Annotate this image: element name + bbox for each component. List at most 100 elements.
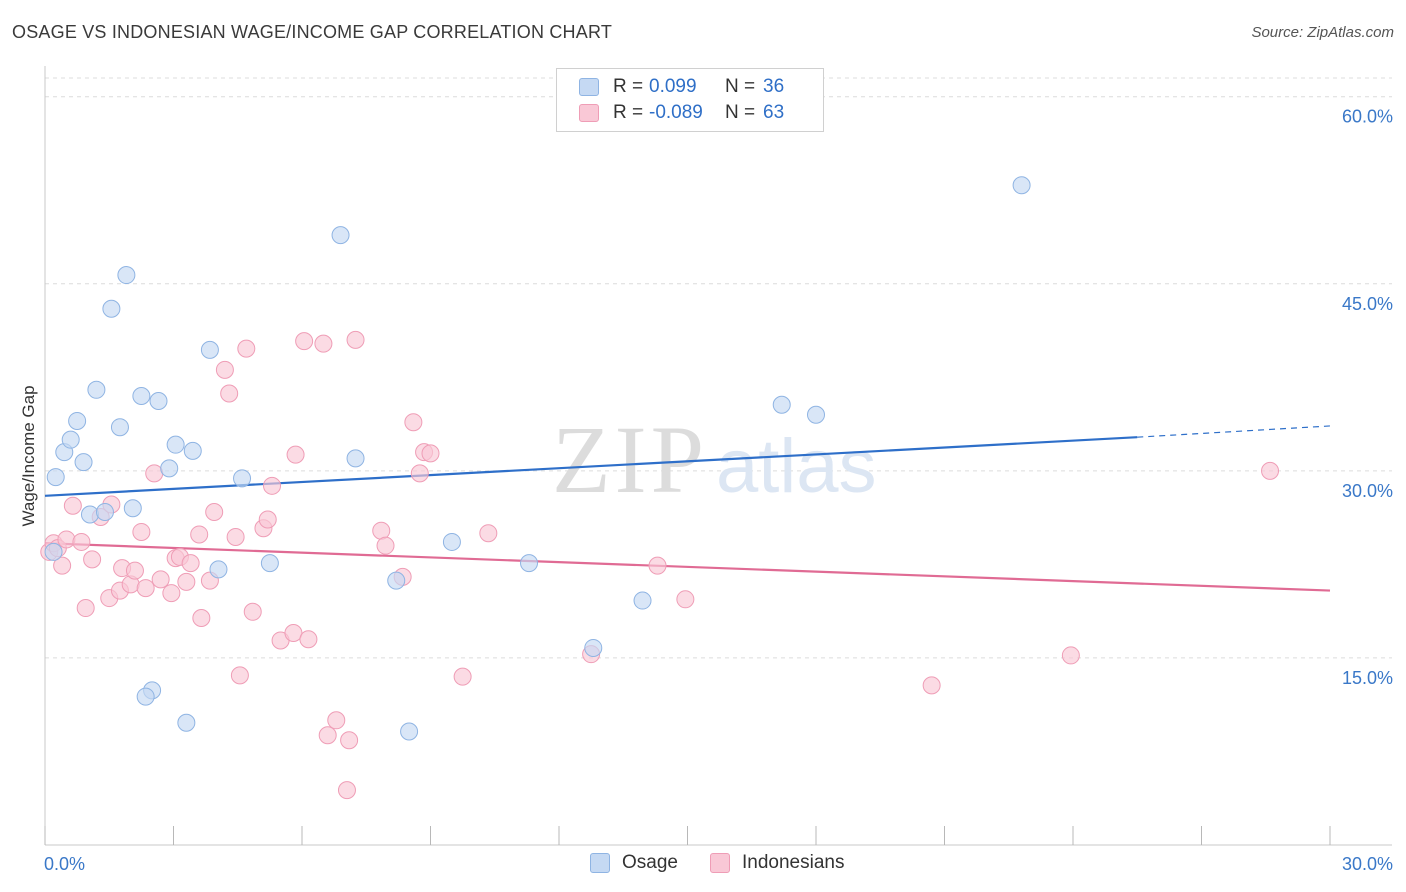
- indonesians-point: [190, 525, 209, 544]
- n-value: 36: [763, 76, 785, 97]
- osage-point: [346, 449, 365, 468]
- indonesians-point: [57, 530, 76, 549]
- trend-lines: [44, 425, 1331, 592]
- osage-point: [102, 299, 121, 318]
- indonesians-point: [372, 521, 391, 540]
- osage-point: [132, 387, 151, 406]
- indonesians-point: [648, 556, 667, 575]
- osage-point: [80, 505, 99, 524]
- indonesians-point: [314, 334, 333, 353]
- indonesians-point: [376, 536, 395, 555]
- osage-point: [233, 469, 252, 488]
- osage-point: [117, 266, 136, 285]
- indonesians-point: [63, 496, 82, 515]
- data-points: [40, 176, 1280, 800]
- indonesians-point: [410, 464, 429, 483]
- indonesians-point: [215, 360, 234, 379]
- osage-point: [772, 395, 791, 414]
- indonesians-point: [237, 339, 256, 358]
- osage-trend-extension: [1137, 425, 1331, 438]
- x-tick-label-min: 0.0%: [44, 854, 85, 874]
- osage-point: [68, 411, 87, 430]
- indonesians-point: [479, 524, 498, 543]
- indonesians-point: [318, 726, 337, 745]
- indonesians-point: [1061, 646, 1080, 665]
- indonesians-point: [922, 676, 941, 695]
- y-tick-label: 15.0%: [1342, 668, 1393, 688]
- tick-labels: 15.0% 30.0% 45.0% 60.0% 0.0% 30.0%: [44, 107, 1393, 874]
- osage-trend-line: [44, 436, 1138, 497]
- x-tick-label-max: 30.0%: [1342, 854, 1393, 874]
- osage-point: [387, 571, 406, 590]
- osage-point: [260, 554, 279, 573]
- n-label: N =: [725, 102, 756, 123]
- indonesians-point: [243, 602, 262, 621]
- indonesians-point: [151, 570, 170, 589]
- osage-point: [183, 441, 202, 460]
- osage-point: [331, 226, 350, 245]
- indonesians-point: [125, 561, 144, 580]
- indonesians-point: [258, 510, 277, 529]
- indonesians-point: [76, 599, 95, 618]
- indonesians-point: [220, 384, 239, 403]
- indonesians-point: [286, 445, 305, 464]
- legend-item-osage[interactable]: Osage: [590, 852, 678, 874]
- osage-point: [110, 418, 129, 437]
- osage-point: [520, 554, 539, 573]
- indonesians-point: [162, 584, 181, 603]
- osage-point: [44, 542, 63, 561]
- indonesians-point: [346, 330, 365, 349]
- watermark-zip: ZIP: [552, 406, 708, 513]
- series-legend: Osage Indonesians: [0, 852, 1406, 878]
- y-tick-label: 30.0%: [1342, 481, 1393, 501]
- osage-point: [61, 430, 80, 449]
- y-axis-label: Wage/Income Gap: [19, 385, 38, 526]
- grid-lines: [45, 77, 1392, 659]
- osage-point: [209, 560, 228, 579]
- r-label: R =: [613, 76, 644, 97]
- r-value: -0.089: [649, 102, 703, 123]
- correlation-legend: R = 0.099 N = 36 R = -0.089 N = 63: [556, 68, 824, 132]
- osage-point: [46, 468, 65, 487]
- osage-point: [177, 713, 196, 732]
- osage-point: [87, 380, 106, 399]
- n-value: 63: [763, 102, 785, 123]
- indonesians-point: [136, 579, 155, 598]
- osage-point: [807, 405, 825, 424]
- indonesians-point: [181, 554, 200, 573]
- indonesians-point: [327, 711, 346, 730]
- watermark: ZIP atlas: [552, 406, 877, 513]
- indonesians-point: [284, 623, 303, 642]
- indonesians-point: [263, 476, 282, 495]
- osage-swatch: [590, 853, 610, 873]
- osage-point: [74, 453, 93, 472]
- indonesians-point: [53, 556, 72, 575]
- r-value: 0.099: [649, 76, 697, 97]
- osage-point: [1012, 176, 1031, 195]
- indonesians-swatch: [710, 853, 730, 873]
- indonesians-point: [72, 532, 91, 551]
- osage-point: [136, 687, 155, 706]
- indonesians-point: [192, 609, 211, 628]
- indonesians-point: [404, 413, 423, 432]
- y-tick-label: 45.0%: [1342, 294, 1393, 314]
- osage-point: [633, 591, 652, 610]
- watermark-atlas: atlas: [716, 424, 877, 509]
- osage-point: [400, 722, 419, 741]
- n-label: N =: [725, 76, 756, 97]
- legend-item-indonesians[interactable]: Indonesians: [710, 852, 844, 874]
- indonesians-point: [83, 550, 102, 569]
- r-label: R =: [613, 102, 644, 123]
- indonesians-point: [453, 667, 472, 686]
- source-label: Source: ZipAtlas.com: [1251, 24, 1394, 41]
- osage-point: [584, 638, 603, 657]
- osage-point: [149, 392, 168, 411]
- osage-point: [200, 340, 219, 359]
- osage-point: [442, 532, 461, 551]
- indonesians-swatch: [579, 104, 599, 122]
- osage-point: [95, 503, 114, 522]
- indonesians-point: [337, 781, 356, 800]
- indonesians-trend-line: [44, 542, 1331, 592]
- osage-swatch: [579, 78, 599, 96]
